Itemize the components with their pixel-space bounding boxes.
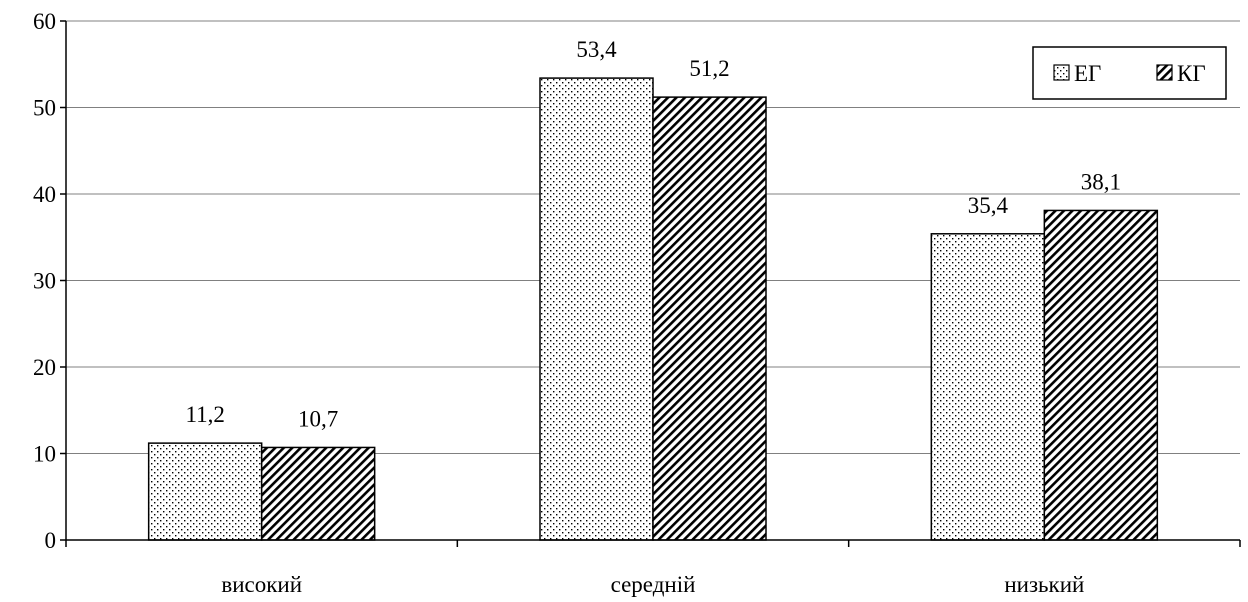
data-label: 35,4 [968, 193, 1009, 218]
x-category-label: середній [611, 572, 696, 597]
bars [147, 77, 1159, 541]
y-tick-label: 50 [33, 96, 56, 121]
x-category-label: високий [221, 572, 302, 597]
y-tick-label: 10 [33, 442, 56, 467]
data-label: 11,2 [185, 402, 224, 427]
legend-swatch-eg [1053, 64, 1070, 81]
legend: ЕГ КГ [1032, 46, 1227, 100]
bar [652, 96, 767, 541]
y-tick-label: 40 [33, 182, 56, 207]
data-label: 38,1 [1081, 169, 1121, 194]
data-labels: 11,2 10,7 53,4 51,2 35,4 38,1 [185, 37, 1120, 431]
y-tick-label: 30 [33, 269, 56, 294]
data-label: 53,4 [576, 37, 617, 62]
bar [930, 233, 1046, 541]
y-tick-label: 20 [33, 355, 56, 380]
legend-label-kg: КГ [1177, 61, 1206, 86]
bar [147, 442, 263, 541]
y-tick-label: 0 [45, 528, 57, 553]
bar [539, 77, 654, 541]
legend-label-eg: ЕГ [1074, 61, 1101, 86]
legend-swatch-kg [1156, 64, 1173, 81]
y-tick-label: 60 [33, 9, 56, 34]
bar [1043, 209, 1159, 541]
data-label: 51,2 [689, 56, 729, 81]
data-label: 10,7 [298, 406, 338, 431]
x-category-label: низький [1004, 572, 1084, 597]
bar [260, 446, 376, 541]
axes: 0 10 20 30 40 50 60 високий середній низький [33, 9, 1241, 597]
